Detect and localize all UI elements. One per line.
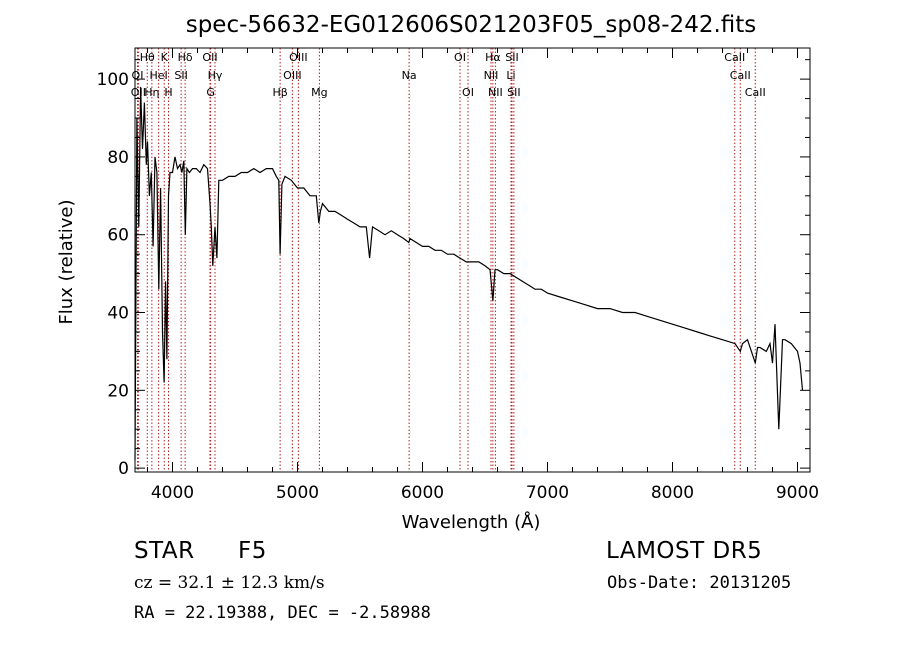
plot-frame <box>134 47 811 473</box>
y-tick-label: 60 <box>107 226 129 246</box>
line-label: HeI <box>149 69 167 82</box>
line-label: Mg <box>311 86 327 99</box>
line-label: G <box>206 86 215 99</box>
y-axis: 0 20 40 60 80 100 <box>97 59 810 479</box>
line-label: OI <box>462 86 474 99</box>
line-label: OI <box>454 51 466 64</box>
line-label: Hη <box>144 86 159 99</box>
line-label: SII <box>174 69 187 82</box>
line-label: OIII <box>289 51 307 64</box>
x-tick-label: 5000 <box>276 483 319 503</box>
line-label: OIII <box>283 69 301 82</box>
line-label: SII <box>505 51 518 64</box>
line-label: OII <box>202 51 217 64</box>
line-label: H <box>164 86 172 99</box>
line-label: NII <box>488 86 503 99</box>
line-label: CaII <box>745 86 766 99</box>
line-label: Na <box>402 69 417 82</box>
x-tick-label: 7000 <box>526 483 569 503</box>
x-tick-label: 4000 <box>151 483 194 503</box>
x-axis: 4000 5000 6000 7000 8000 9000 <box>147 48 819 503</box>
line-label: OI <box>132 69 144 82</box>
line-label: SII <box>507 86 520 99</box>
object-type: STAR <box>134 538 195 564</box>
y-tick-label: 100 <box>97 70 129 90</box>
obs-date: Obs-Date: 20131205 <box>607 573 792 593</box>
line-label: Hβ <box>272 86 287 99</box>
line-label: Hα <box>485 51 501 64</box>
line-label: CaII <box>724 51 745 64</box>
line-label: Li <box>506 69 515 82</box>
chart-title: spec-56632-EG012606S021203F05_sp08-242.f… <box>186 12 757 38</box>
line-markers <box>137 48 756 472</box>
x-tick-label: 8000 <box>651 483 694 503</box>
line-label: NII <box>484 69 499 82</box>
y-tick-label: 0 <box>118 459 129 479</box>
y-tick-label: 80 <box>107 148 129 168</box>
y-tick-label: 20 <box>107 381 129 401</box>
x-tick-label: 9000 <box>776 483 819 503</box>
coordinates: RA = 22.19388, DEC = -2.58988 <box>134 603 431 623</box>
line-labels: Hθ K Hδ OII OIII OI Hα SII CaII OI HeI SII Hγ OIII Na N… <box>131 51 766 99</box>
y-tick-label: 40 <box>107 304 129 324</box>
y-axis-label: Flux (relative) <box>56 199 77 324</box>
x-axis-label: Wavelength (Å) <box>402 511 541 533</box>
redshift-readout: cz = 32.1 ± 12.3 km/s <box>134 573 325 593</box>
subclass: F5 <box>238 538 267 564</box>
line-label: Hγ <box>208 69 223 82</box>
line-label: Hδ <box>178 51 193 64</box>
survey-name: LAMOST DR5 <box>606 538 763 564</box>
line-label: Hθ <box>140 51 155 64</box>
x-tick-label: 6000 <box>401 483 444 503</box>
line-label: CaII <box>730 69 751 82</box>
series-line <box>134 86 804 461</box>
line-label: K <box>161 51 169 64</box>
